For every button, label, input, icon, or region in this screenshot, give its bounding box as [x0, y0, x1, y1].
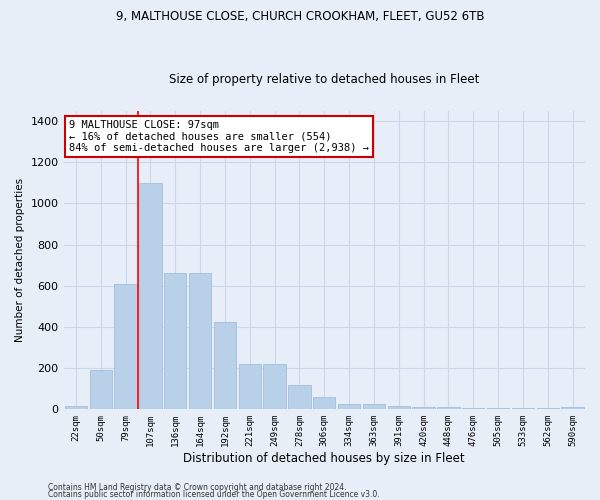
X-axis label: Distribution of detached houses by size in Fleet: Distribution of detached houses by size …: [184, 452, 465, 465]
Text: 9, MALTHOUSE CLOSE, CHURCH CROOKHAM, FLEET, GU52 6TB: 9, MALTHOUSE CLOSE, CHURCH CROOKHAM, FLE…: [116, 10, 484, 23]
Bar: [313, 397, 335, 409]
Bar: [89, 370, 112, 410]
Bar: [388, 406, 410, 409]
Bar: [189, 274, 211, 409]
Bar: [536, 408, 559, 410]
Text: Contains HM Land Registry data © Crown copyright and database right 2024.: Contains HM Land Registry data © Crown c…: [48, 484, 347, 492]
Bar: [65, 406, 87, 409]
Bar: [139, 183, 161, 410]
Bar: [164, 274, 187, 409]
Bar: [214, 322, 236, 410]
Bar: [363, 404, 385, 409]
Bar: [288, 384, 311, 409]
Bar: [562, 408, 584, 410]
Bar: [239, 364, 261, 410]
Bar: [263, 364, 286, 410]
Text: Contains public sector information licensed under the Open Government Licence v3: Contains public sector information licen…: [48, 490, 380, 499]
Y-axis label: Number of detached properties: Number of detached properties: [15, 178, 25, 342]
Bar: [462, 408, 484, 410]
Bar: [437, 408, 460, 410]
Title: Size of property relative to detached houses in Fleet: Size of property relative to detached ho…: [169, 73, 479, 86]
Bar: [115, 284, 137, 410]
Bar: [512, 408, 534, 410]
Text: 9 MALTHOUSE CLOSE: 97sqm
← 16% of detached houses are smaller (554)
84% of semi-: 9 MALTHOUSE CLOSE: 97sqm ← 16% of detach…: [69, 120, 369, 153]
Bar: [412, 408, 435, 410]
Bar: [487, 408, 509, 410]
Bar: [338, 404, 360, 409]
